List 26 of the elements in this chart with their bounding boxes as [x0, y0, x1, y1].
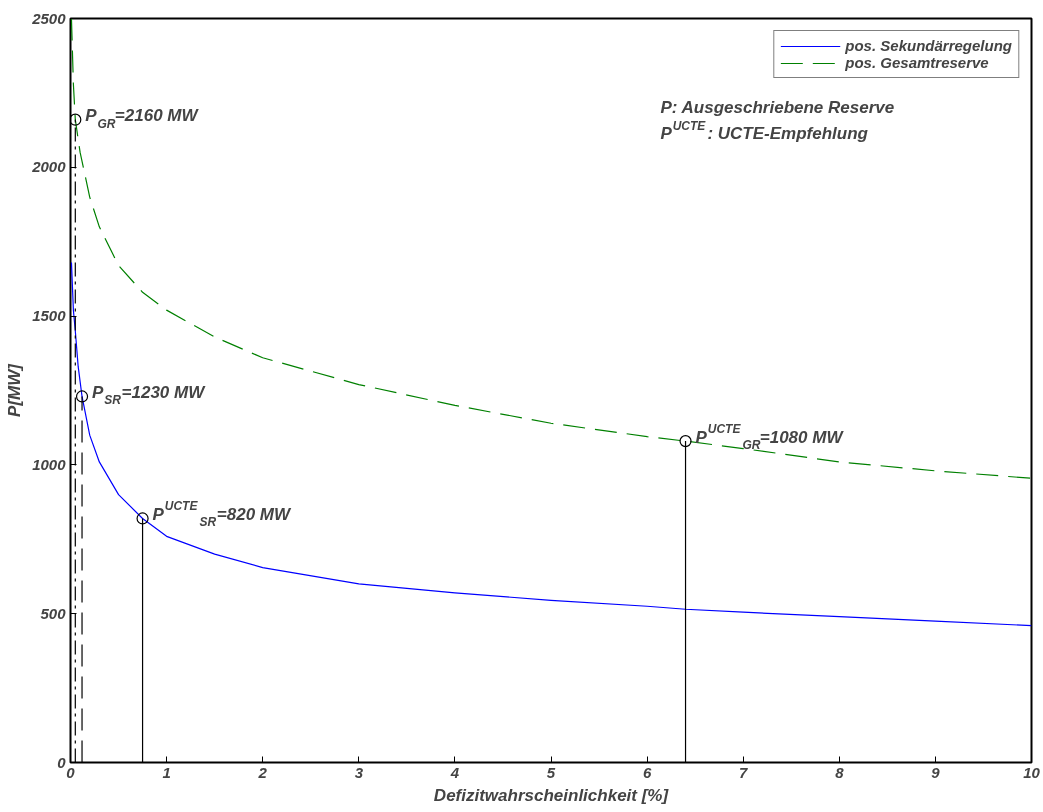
x-tick-label: 2 — [257, 763, 268, 781]
annotation: P: Ausgeschriebene Reserve — [660, 98, 895, 117]
x-tick-label: 5 — [546, 763, 556, 781]
legend-label: pos. Sekundärregelung — [845, 37, 1012, 54]
x-tick-label: 1 — [162, 763, 171, 781]
x-tick-label: 7 — [739, 763, 749, 781]
x-tick-label: 9 — [931, 763, 941, 781]
y-tick-label: 1500 — [32, 307, 67, 325]
point — [136, 512, 149, 525]
y-tick-label: 2000 — [31, 158, 67, 176]
x-tick-label: 8 — [835, 763, 845, 781]
x-tick-label: 10 — [1023, 763, 1041, 781]
y-tick-label: 2500 — [31, 9, 67, 27]
x-axis-title: Defizitwahrscheinlichkeit [%] — [433, 785, 670, 805]
line-series — [70, 261, 1032, 627]
line-series — [70, 18, 1032, 479]
point — [70, 113, 82, 126]
x-tick-label: 6 — [642, 763, 652, 781]
y-axis-title: P[MW] — [5, 362, 25, 417]
x-tick-label: 4 — [449, 763, 460, 781]
x-tick-label: 3 — [354, 763, 364, 781]
point — [679, 435, 692, 448]
y-tick-label: 500 — [40, 604, 67, 622]
y-tick-label: 1000 — [32, 455, 67, 473]
point — [75, 390, 89, 403]
legend-label: pos. Gesamtreserve — [845, 54, 989, 71]
